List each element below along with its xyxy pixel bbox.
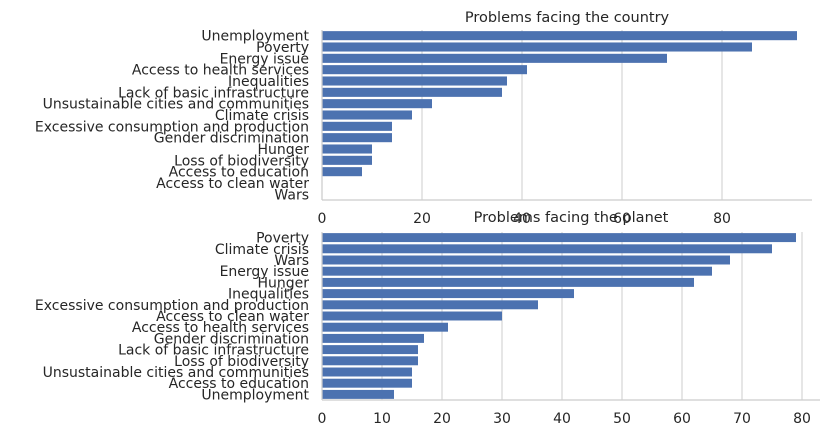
planet-category-label: Inequalities [228, 287, 309, 303]
country-x-tick-label: 20 [413, 211, 431, 227]
country-category-label: Lack of basic infrastructure [118, 85, 309, 101]
planet-bar [322, 333, 424, 343]
country-bar [322, 167, 362, 177]
country-x-tick-label: 60 [613, 211, 631, 227]
country-x-tick-label: 0 [318, 211, 327, 227]
planet-x-tick-label: 20 [433, 411, 451, 427]
planet-x-tick-label: 60 [673, 411, 691, 427]
country-category-label: Access to education [169, 165, 309, 181]
planet-bar [322, 244, 772, 254]
country-bar [322, 144, 372, 154]
planet-x-tick-label: 10 [373, 411, 391, 427]
country-bar [322, 76, 507, 86]
planet-category-label: Unsustainable cities and communities [43, 365, 309, 381]
country-category-label: Energy issue [220, 51, 309, 67]
country-bar [322, 87, 502, 97]
planet-bar [322, 356, 418, 366]
planet-bar [322, 266, 712, 276]
planet-bar [322, 389, 394, 399]
planet-category-label: Poverty [256, 231, 309, 247]
country-category-label: Unsustainable cities and communities [43, 97, 309, 113]
country-category-label: Access to clean water [156, 176, 309, 192]
country-bar [322, 31, 797, 41]
planet-bar [322, 322, 448, 332]
planet-chart: Problems facing the planet 0 10 20 30 40 50 60… [35, 210, 820, 427]
planet-x-tick-label: 30 [493, 411, 511, 427]
country-bar [322, 121, 392, 131]
country-category-label: Hunger [257, 142, 309, 158]
country-category-label: Poverty [256, 40, 309, 56]
planet-category-label: Hunger [257, 275, 309, 291]
country-category-label: Access to health services [132, 63, 309, 79]
planet-bar [322, 367, 412, 377]
country-bar [322, 133, 392, 143]
planet-category-label: Loss of biodiversity [174, 354, 309, 370]
planet-category-label: Climate crisis [215, 242, 309, 258]
country-x-tick-label: 80 [713, 211, 731, 227]
country-bar [322, 99, 432, 109]
country-chart: Problems facing the country 0 20 40 60 80 Une… [35, 10, 812, 227]
country-bar [322, 42, 752, 52]
country-category-label: Inequalities [228, 74, 309, 90]
country-category-label: Wars [274, 187, 309, 203]
planet-x-tick-label: 0 [318, 411, 327, 427]
country-category-label: Gender discrimination [154, 131, 309, 147]
planet-bar [322, 300, 538, 310]
planet-category-label: Lack of basic infrastructure [118, 343, 309, 359]
planet-category-label: Wars [274, 253, 309, 269]
planet-category-label: Access to health services [132, 320, 309, 336]
planet-x-tick-label: 80 [793, 411, 811, 427]
planet-category-label: Excessive consumption and production [35, 298, 309, 314]
planet-x-tick-label: 40 [553, 411, 571, 427]
country-category-label: Excessive consumption and production [35, 119, 309, 135]
country-category-label: Climate crisis [215, 108, 309, 124]
country-category-label: Unemployment [201, 29, 309, 45]
planet-x-tick-label: 70 [733, 411, 751, 427]
country-chart-title: Problems facing the country [465, 10, 670, 26]
country-category-label: Loss of biodiversity [174, 153, 309, 169]
planet-bar [322, 311, 502, 321]
planet-bar [322, 277, 694, 287]
planet-category-label: Access to education [169, 376, 309, 392]
planet-bar [322, 233, 796, 243]
planet-category-label: Access to clean water [156, 309, 309, 325]
planet-x-tick-label: 50 [613, 411, 631, 427]
planet-chart-title: Problems facing the planet [474, 210, 669, 226]
planet-category-label: Energy issue [220, 264, 309, 280]
country-bar [322, 110, 412, 120]
planet-category-label: Gender discrimination [154, 331, 309, 347]
country-bar [322, 65, 527, 75]
country-bar [322, 53, 667, 63]
planet-bar [322, 289, 574, 299]
planet-category-label: Unemployment [201, 387, 309, 403]
country-bar [322, 155, 372, 165]
planet-bar [322, 378, 412, 388]
planet-bar [322, 345, 418, 355]
country-x-tick-label: 40 [513, 211, 531, 227]
planet-bar [322, 255, 730, 265]
